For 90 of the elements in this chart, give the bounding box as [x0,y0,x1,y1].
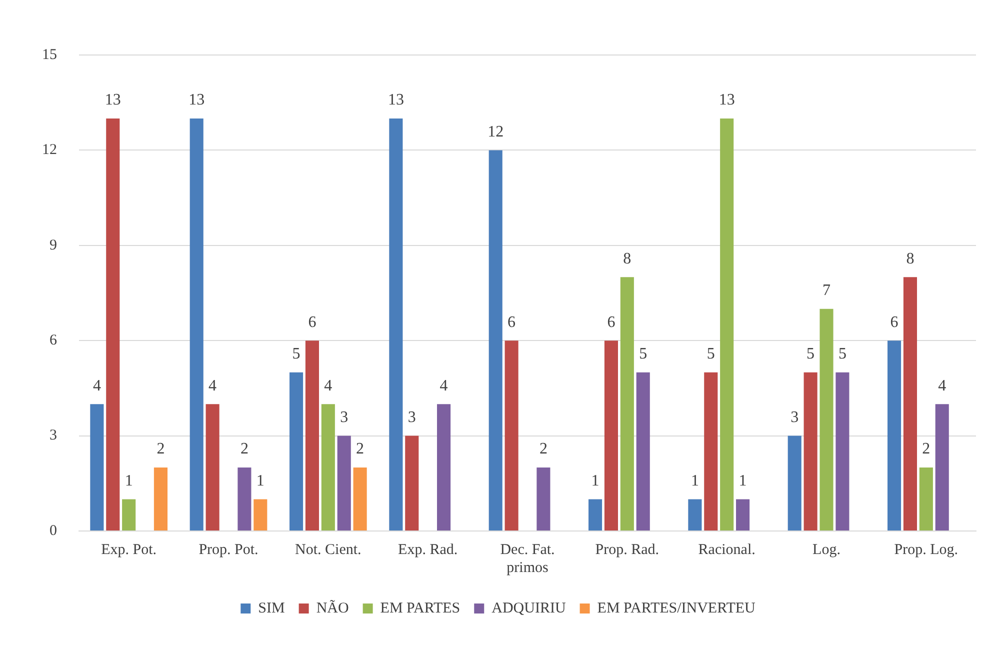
data-label: 2 [156,440,165,458]
legend-label: SIM [258,600,285,616]
bar [254,499,268,530]
bar [688,499,702,530]
y-tick-label: 3 [50,428,57,444]
x-tick-label: Prop. Log. [894,542,958,558]
bar [504,340,518,530]
bar [620,277,634,530]
bar [337,436,351,530]
x-tick-label: Exp. Rad. [398,542,458,558]
legend-label: EM PARTES/INVERTEU [597,600,756,616]
data-label: 3 [340,409,348,426]
y-tick-label: 6 [50,332,58,349]
bar [353,468,367,530]
x-tick-label: Racional. [698,542,756,558]
x-tick-label: Not. Cient. [295,542,362,558]
bar [106,118,120,530]
x-tick-label: Dec. Fat. primos [500,542,555,576]
data-label: 3 [790,409,799,426]
data-label: 5 [292,346,300,363]
bar [536,468,550,530]
bar [588,499,602,530]
y-tick-label: 15 [42,46,57,63]
data-label: 5 [838,346,846,363]
data-label: 1 [256,472,264,490]
bar [90,404,104,530]
bar [720,118,734,530]
bar [190,118,204,530]
bar [636,372,650,530]
data-label: 6 [890,314,898,331]
bar [736,499,750,530]
x-tick-label: Log. [812,542,840,558]
bar [804,372,818,530]
data-label: 2 [356,440,364,458]
data-label: 4 [92,377,101,394]
bar [887,340,902,530]
data-label: 2 [539,440,548,458]
bar [321,404,335,530]
bar [836,372,850,530]
data-label: 1 [690,472,699,490]
x-tick-label: Prop. Pot. [198,542,258,558]
bar [154,468,168,530]
bar [238,468,252,530]
data-label: 6 [508,314,516,331]
data-label: 13 [188,92,205,109]
data-label: 3 [408,409,416,426]
data-label: 5 [806,346,815,363]
data-label: 1 [738,472,747,490]
data-label: 4 [440,377,448,394]
x-tick-label: Exp. Pot. [101,542,157,558]
data-label: 1 [591,472,600,490]
data-label: 7 [822,282,830,300]
data-label: 13 [104,92,121,109]
legend-label: EM PARTES [380,600,460,616]
bar [289,372,304,530]
data-label: 2 [240,440,248,458]
bar [935,404,949,530]
data-label: 8 [623,250,632,268]
bar [488,150,502,530]
bar [903,277,917,530]
data-label: 4 [938,377,946,394]
data-label: 13 [388,92,404,109]
bar [437,404,451,530]
data-label: 2 [922,440,930,458]
y-tick-label: 9 [50,237,57,254]
bar [604,340,618,530]
data-label: 5 [706,346,715,363]
x-tick-label: Prop. Rad. [595,542,660,558]
bar [405,436,419,530]
bar [919,468,933,530]
data-label: 1 [124,472,133,490]
bar [704,372,718,530]
data-label: 4 [208,377,217,394]
bar [788,436,802,530]
bar [389,118,403,530]
data-label: 8 [906,250,914,268]
data-label: 13 [718,92,735,109]
data-label: 6 [308,314,316,331]
data-label: 5 [639,346,648,363]
bar [820,308,834,530]
data-label: 12 [488,123,504,140]
legend-label: NÃO [316,599,349,616]
bar [206,404,220,530]
y-tick-label: 0 [50,522,57,539]
legend-label: ADQUIRIU [492,600,566,616]
bar [305,340,319,530]
y-tick-label: 12 [42,142,57,158]
data-label: 4 [324,377,332,394]
data-label: 6 [607,314,616,331]
bar [122,499,136,530]
